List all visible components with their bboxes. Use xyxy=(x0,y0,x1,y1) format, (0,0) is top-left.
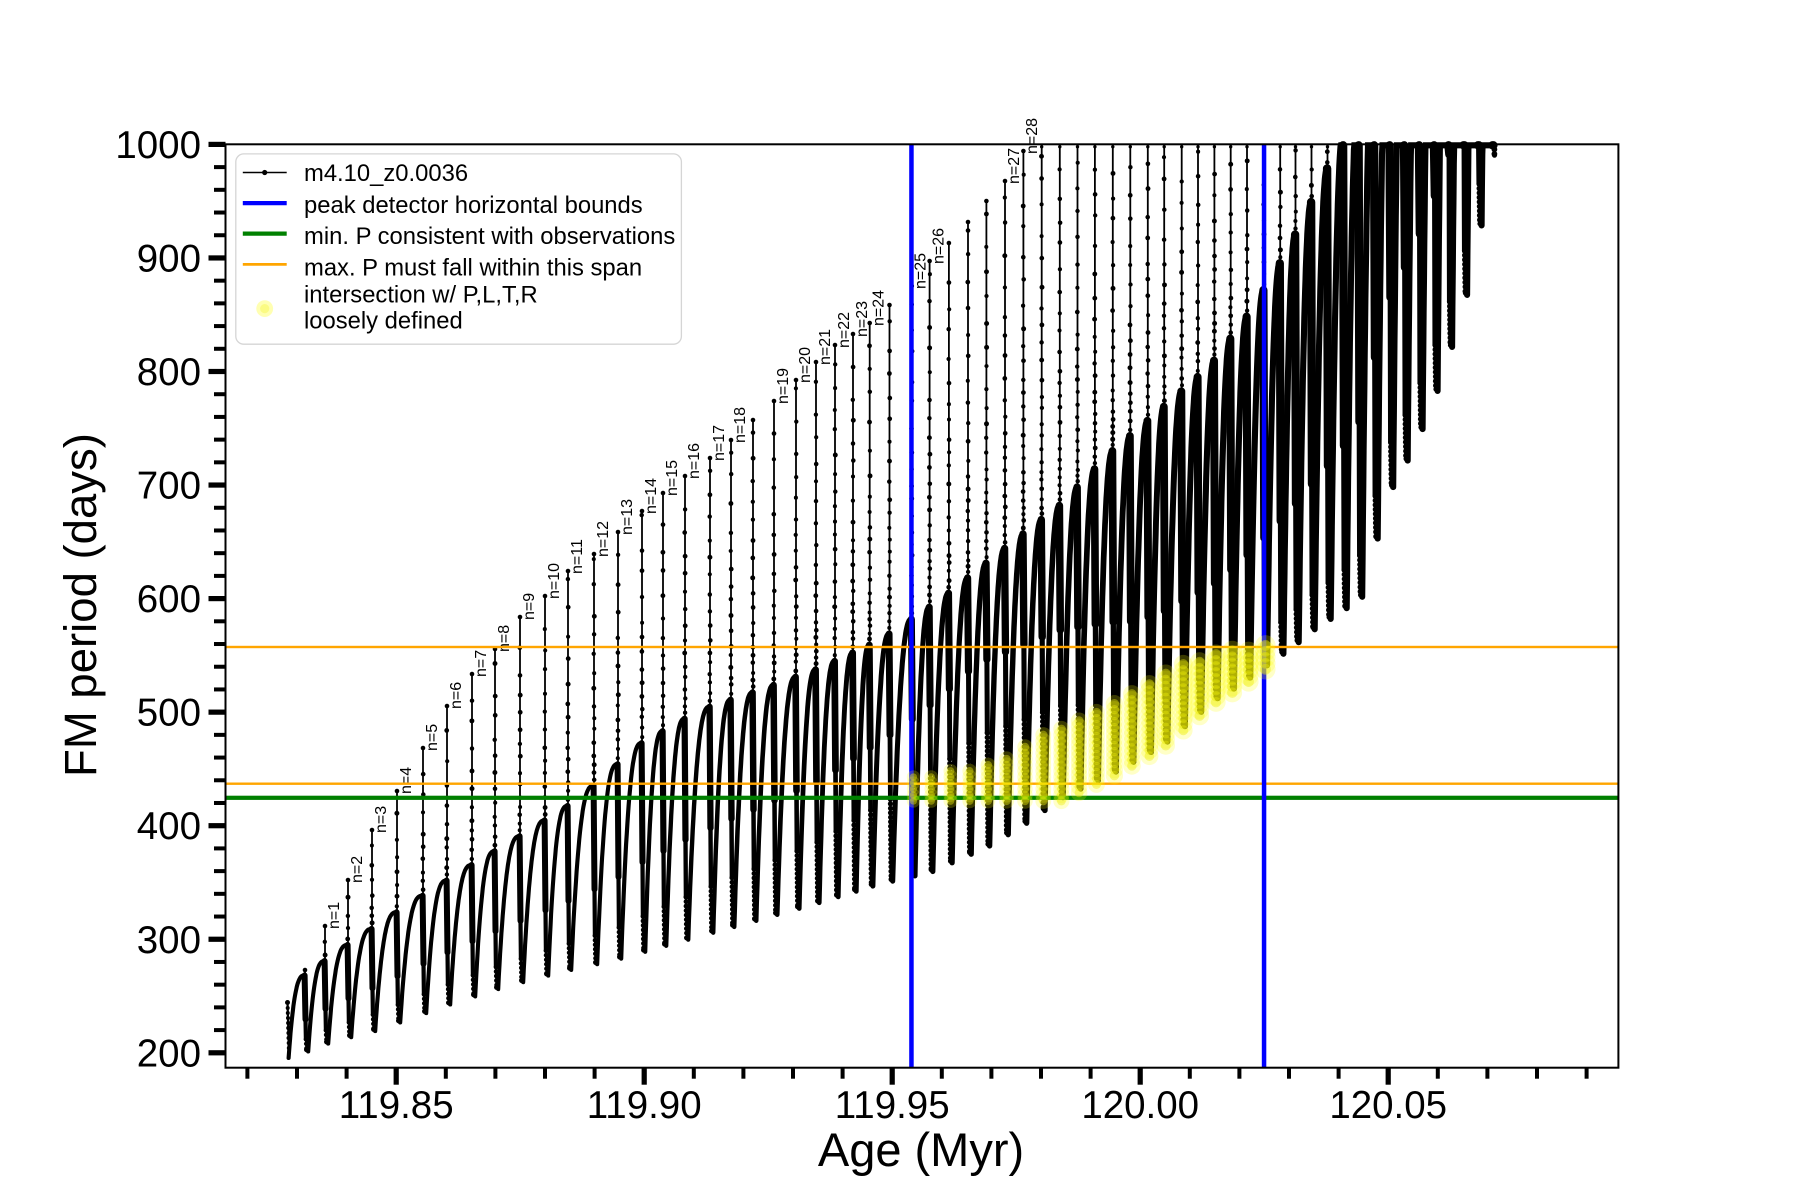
svg-text:n=10: n=10 xyxy=(546,563,563,599)
svg-text:n=8: n=8 xyxy=(496,625,513,652)
svg-text:900: 900 xyxy=(137,237,201,280)
svg-text:n=11: n=11 xyxy=(569,539,586,574)
svg-text:max. P must fall within this s: max. P must fall within this span xyxy=(304,255,642,282)
svg-text:n=27: n=27 xyxy=(1006,148,1023,184)
svg-text:n=24: n=24 xyxy=(871,290,888,326)
svg-text:n=20: n=20 xyxy=(797,347,814,383)
svg-text:200: 200 xyxy=(137,1032,201,1075)
svg-text:n=3: n=3 xyxy=(373,806,390,833)
svg-text:120.05: 120.05 xyxy=(1329,1084,1447,1127)
svg-text:n=2: n=2 xyxy=(349,856,366,883)
svg-text:n=7: n=7 xyxy=(473,650,490,677)
svg-text:peak detector horizontal bound: peak detector horizontal bounds xyxy=(304,192,643,219)
svg-text:119.85: 119.85 xyxy=(339,1084,454,1127)
svg-text:intersection w/ P,L,T,R: intersection w/ P,L,T,R xyxy=(304,282,538,309)
svg-text:n=17: n=17 xyxy=(711,425,728,461)
svg-text:n=9: n=9 xyxy=(521,593,538,620)
svg-text:min. P consistent with observa: min. P consistent with observations xyxy=(304,223,675,250)
svg-text:n=18: n=18 xyxy=(732,407,749,443)
svg-text:n=19: n=19 xyxy=(775,368,792,404)
svg-text:119.95: 119.95 xyxy=(835,1084,950,1127)
svg-text:n=26: n=26 xyxy=(930,228,947,264)
svg-text:n=21: n=21 xyxy=(817,329,834,365)
svg-text:FM period (days): FM period (days) xyxy=(55,433,106,777)
svg-text:Age (Myr): Age (Myr) xyxy=(818,1123,1024,1176)
svg-text:n=5: n=5 xyxy=(424,724,441,751)
svg-text:500: 500 xyxy=(137,692,201,735)
svg-text:n=15: n=15 xyxy=(664,460,681,496)
svg-text:600: 600 xyxy=(137,578,201,621)
svg-text:m4.10_z0.0036: m4.10_z0.0036 xyxy=(304,160,468,187)
svg-text:400: 400 xyxy=(137,805,201,848)
svg-text:n=14: n=14 xyxy=(643,478,660,514)
svg-text:700: 700 xyxy=(137,465,201,508)
svg-text:n=16: n=16 xyxy=(686,443,703,479)
svg-text:n=12: n=12 xyxy=(595,521,612,557)
svg-text:n=28: n=28 xyxy=(1024,118,1041,154)
svg-text:n=25: n=25 xyxy=(913,253,930,289)
svg-text:1000: 1000 xyxy=(115,124,201,167)
svg-text:119.90: 119.90 xyxy=(587,1084,702,1127)
svg-text:800: 800 xyxy=(137,351,201,394)
svg-text:300: 300 xyxy=(137,919,201,962)
svg-text:n=1: n=1 xyxy=(326,902,343,929)
svg-text:n=6: n=6 xyxy=(448,682,465,709)
svg-text:n=22: n=22 xyxy=(836,312,853,348)
svg-text:loosely defined: loosely defined xyxy=(304,308,463,335)
svg-text:n=13: n=13 xyxy=(619,499,636,535)
svg-text:n=23: n=23 xyxy=(854,301,871,337)
svg-text:120.00: 120.00 xyxy=(1081,1084,1199,1127)
svg-text:n=4: n=4 xyxy=(398,767,415,794)
